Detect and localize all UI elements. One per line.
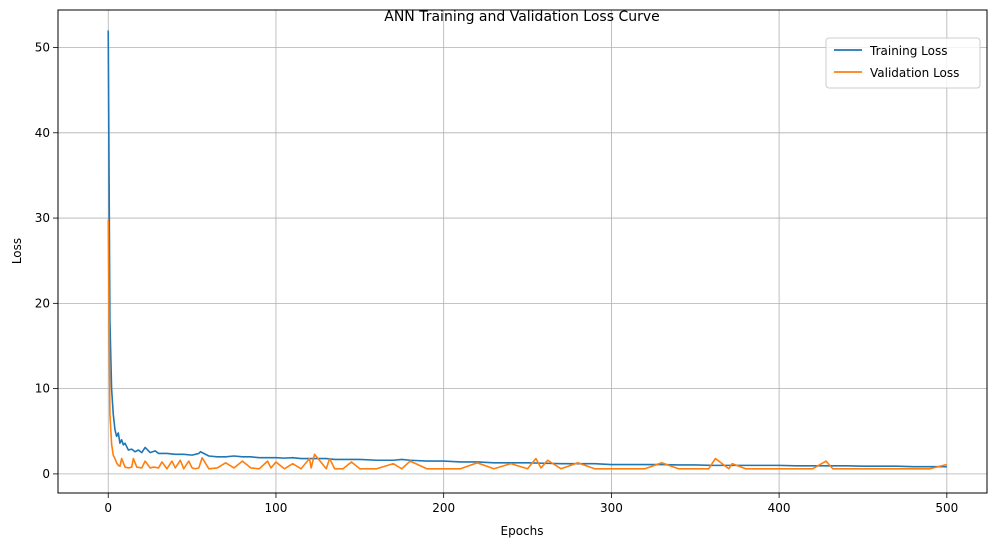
x-tick-label: 400 — [768, 501, 791, 515]
x-tick-label: 100 — [264, 501, 287, 515]
grid — [58, 10, 987, 493]
x-axis-label: Epochs — [501, 524, 544, 538]
plot-area-frame — [57, 9, 988, 494]
chart-title: ANN Training and Validation Loss Curve — [384, 9, 660, 25]
series-group — [107, 30, 948, 470]
y-tick-label: 10 — [35, 382, 50, 396]
legend-label-validation-loss: Validation Loss — [870, 66, 959, 80]
y-axis-label: Loss — [10, 238, 24, 264]
x-tick-label: 0 — [104, 501, 112, 515]
series-line-validation-loss — [107, 219, 948, 470]
y-tick-label: 50 — [35, 41, 50, 55]
series-line-training-loss — [107, 30, 947, 468]
legend-label-training-loss: Training Loss — [869, 44, 947, 58]
legend-box — [825, 37, 981, 89]
y-tick-label: 30 — [35, 211, 50, 225]
x-tick-label: 500 — [935, 501, 958, 515]
y-tick-label: 20 — [35, 296, 50, 310]
legend: Training Loss Validation Loss — [825, 37, 981, 89]
x-tick-label: 200 — [432, 501, 455, 515]
y-tick-label: 0 — [42, 467, 50, 481]
ticks: 0 100 200 300 400 500 0 10 20 30 40 50 — [35, 41, 959, 515]
x-tick-label: 300 — [600, 501, 623, 515]
y-tick-label: 40 — [35, 126, 50, 140]
